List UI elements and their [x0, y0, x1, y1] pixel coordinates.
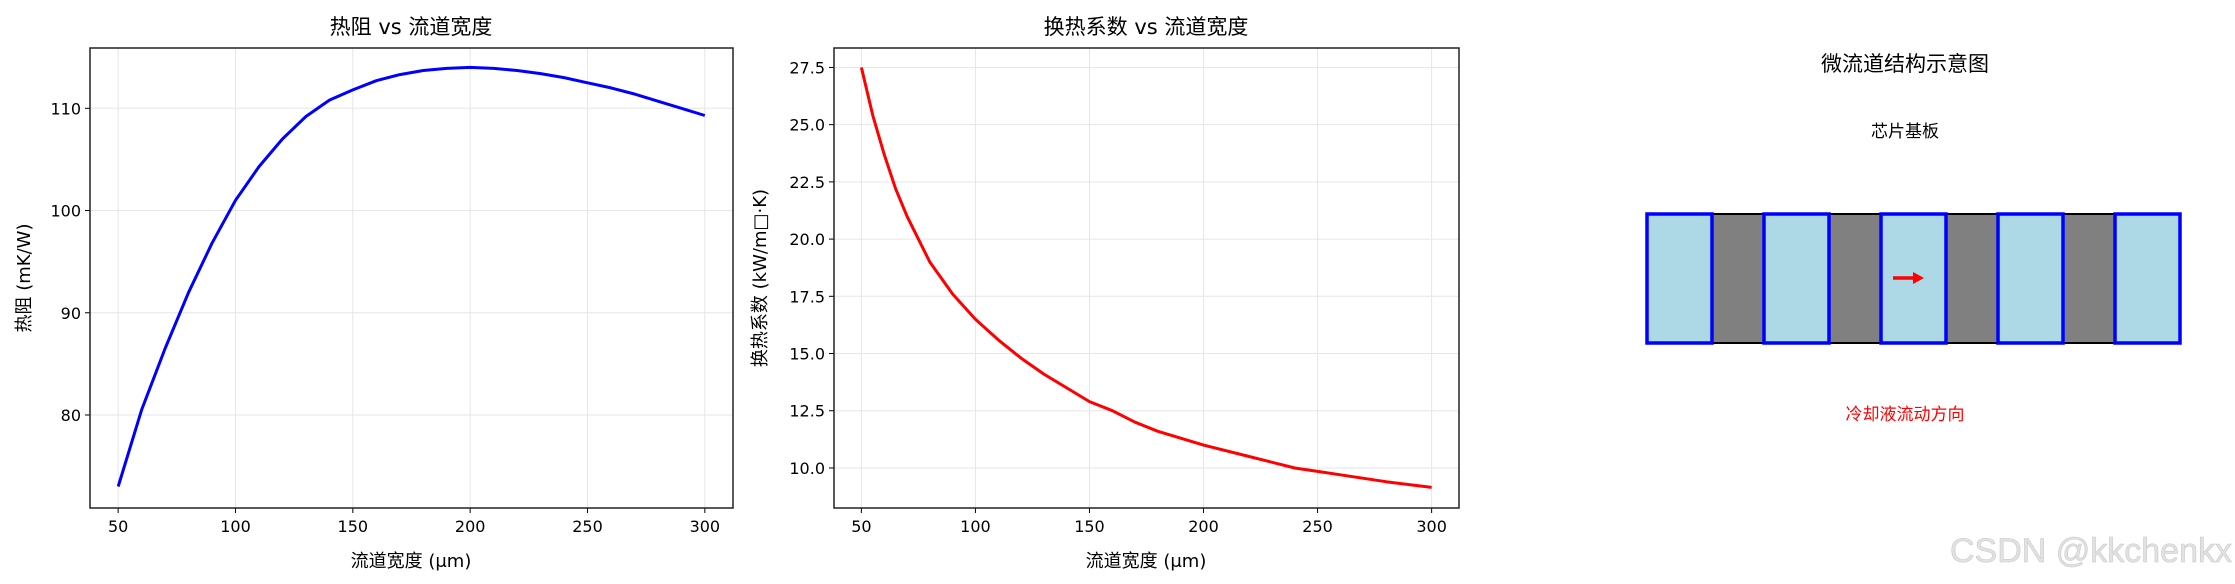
flow-direction-label: 冷却液流动方向 [1846, 405, 1965, 425]
x-tick-label: 250 [572, 517, 603, 536]
y-tick-label: 22.5 [789, 173, 825, 192]
x-tick-label: 300 [1416, 517, 1447, 536]
x-tick-label: 50 [108, 517, 128, 536]
x-tick-label: 100 [220, 517, 251, 536]
diagram-title: 微流道结构示意图 [1821, 52, 1989, 76]
plot-frame [89, 47, 734, 509]
data-line [116, 65, 706, 487]
x-tick-label: 50 [851, 517, 871, 536]
chart-title: 换热系数 vs 流道宽度 [1044, 15, 1249, 39]
y-tick-label: 10.0 [789, 459, 825, 478]
watermark: CSDN @kkchenkx [1950, 532, 2232, 570]
flow-channel [1996, 212, 2065, 345]
y-tick-label: 100 [50, 202, 81, 221]
flow-channel [1762, 212, 1831, 345]
substrate-label: 芯片基板 [1871, 122, 1939, 142]
y-axis-label: 热阻 (mK/W) [14, 224, 35, 333]
channel-wall [1945, 213, 1999, 344]
y-tick-label: 90 [61, 304, 81, 323]
flow-arrow-icon [1893, 272, 1924, 284]
x-axis-label: 流道宽度 (μm) [1086, 551, 1207, 572]
y-tick-label: 25.0 [789, 116, 825, 135]
y-tick-label: 12.5 [789, 402, 825, 421]
x-tick-label: 250 [1302, 517, 1333, 536]
flow-channel [2113, 212, 2182, 345]
y-tick-label: 80 [61, 406, 81, 425]
x-tick-label: 100 [960, 517, 991, 536]
chart-thermal-resistance: 热阻 vs 流道宽度 流道宽度 (μm) 热阻 (mK/W) 50 100 150 2… [14, 15, 734, 572]
chart-heat-transfer-coefficient: 换热系数 vs 流道宽度 流道宽度 (μm) 换热系数 (kW/m□·K) 50… [750, 15, 1460, 572]
channel-wall [1828, 213, 1882, 344]
plot-frame [833, 47, 1460, 509]
x-tick-label: 300 [690, 517, 721, 536]
y-tick-label: 17.5 [789, 287, 825, 306]
chart-title: 热阻 vs 流道宽度 [330, 15, 493, 39]
channel-wall [2062, 213, 2116, 344]
flow-channel [1645, 212, 1714, 345]
x-tick-label: 150 [338, 517, 369, 536]
y-tick-label: 20.0 [789, 230, 825, 249]
microchannel-diagram: 微流道结构示意图 芯片基板 冷却液流动方向 [1645, 52, 2182, 425]
x-axis-label: 流道宽度 (μm) [351, 551, 472, 572]
y-tick-label: 15.0 [789, 345, 825, 364]
y-axis-label: 换热系数 (kW/m□·K) [750, 189, 771, 367]
data-line [859, 67, 1432, 489]
arrow-head [1913, 272, 1924, 284]
x-tick-label: 150 [1074, 517, 1105, 536]
y-tick-label: 27.5 [789, 58, 825, 77]
x-tick-label: 200 [1188, 517, 1219, 536]
y-tick-label: 110 [50, 99, 81, 118]
x-tick-label: 200 [455, 517, 486, 536]
channel-wall [1711, 213, 1765, 344]
